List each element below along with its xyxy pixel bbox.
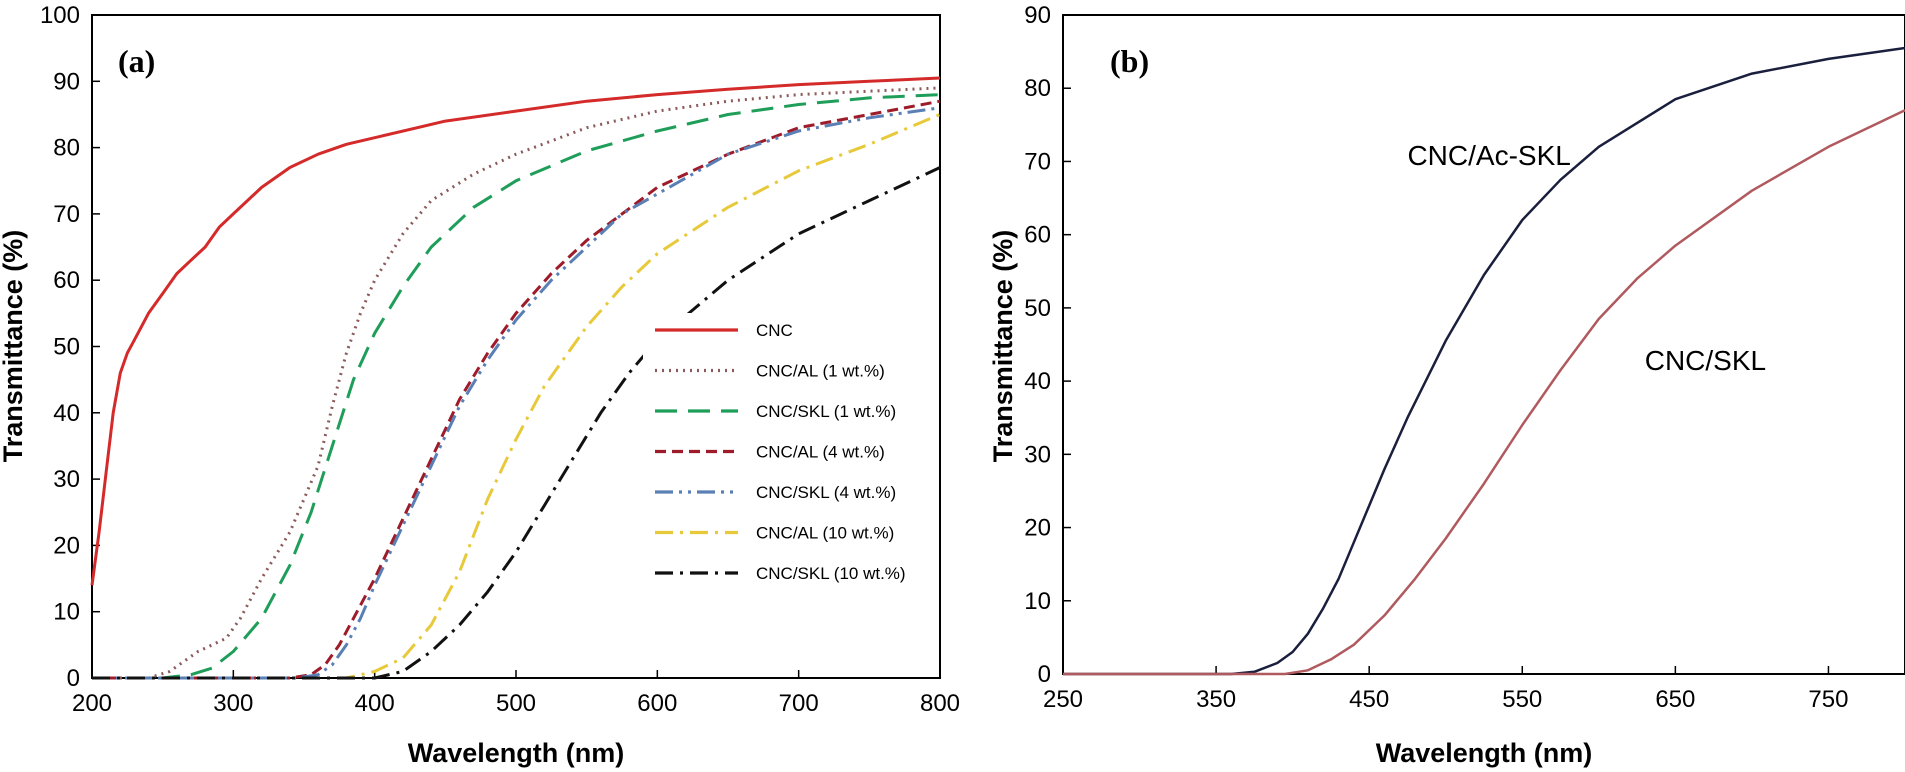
panel-a-y-tick-label: 90: [53, 68, 80, 95]
panel-b-label: (b): [1110, 43, 1149, 79]
panel-a-x-tick-label: 600: [637, 690, 677, 717]
panel-a-y-tick-label: 70: [53, 201, 80, 228]
panel-a-legend-label: CNC/AL (1 wt.%): [756, 362, 885, 381]
panel-a-legend-label: CNC/SKL (1 wt.%): [756, 402, 896, 421]
panel-a-y-tick-label: 100: [40, 2, 80, 29]
panel-a-series-cnc-al-10-wt: [92, 113, 941, 680]
panel-b-annotation-cnc-ac-skl: CNC/Ac-SKL: [1407, 140, 1570, 171]
panel-a-series-cnc-skl-10-wt: [92, 166, 941, 680]
panel-a-legend-label: CNC/AL (10 wt.%): [756, 524, 894, 543]
panel-a-legend-label: CNC/SKL (10 wt.%): [756, 564, 906, 583]
panel-b-x-tick-label: 250: [1043, 686, 1083, 713]
panel-a-series: [90, 76, 941, 680]
panel-b-y-tick-label: 0: [1038, 661, 1051, 688]
panel-a-legend-label: CNC: [756, 321, 793, 340]
panel-a-y-tick-label: 30: [53, 466, 80, 493]
panel-a-x-tick-label: 800: [920, 690, 960, 717]
panel-b-ticks: 250 350 450 550 650 750 0 10 20 30 40 50 60 70 80 90: [1024, 2, 1848, 713]
panel-a-ticks: 200 300 400 500 600 700 800 0 10 20 30 40 50 60 70 80 90…: [40, 2, 960, 717]
panel-a-series-cnc-skl-4-wt: [92, 106, 941, 680]
panel-b-x-tick-label: 350: [1196, 686, 1236, 713]
panel-b-y-tick-label: 30: [1024, 441, 1051, 468]
panel-b-y-axis-title: Transmittance (%): [988, 230, 1018, 463]
panel-a: (a) 200 300 400 500 600 700 800 0 10 20 30 40 50 60 70…: [0, 2, 960, 768]
panel-a-y-tick-label: 0: [67, 665, 80, 692]
panel-a-y-tick-label: 50: [53, 334, 80, 361]
panel-a-x-axis-title: Wavelength (nm): [408, 738, 625, 768]
panel-b-y-tick-label: 70: [1024, 148, 1051, 175]
panel-b-x-tick-label: 750: [1808, 686, 1848, 713]
panel-a-y-tick-label: 80: [53, 135, 80, 162]
panel-b-y-tick-label: 50: [1024, 295, 1051, 322]
panel-a-legend-label: CNC/AL (4 wt.%): [756, 443, 885, 462]
panel-a-y-tick-label: 40: [53, 400, 80, 427]
panel-a-y-tick-label: 60: [53, 267, 80, 294]
panel-b-series: [1063, 46, 1905, 676]
panel-b-x-axis-title: Wavelength (nm): [1376, 738, 1593, 768]
panel-a-x-tick-label: 400: [355, 690, 395, 717]
panel-b-y-tick-label: 60: [1024, 222, 1051, 249]
panel-b-annotation-cnc-skl: CNC/SKL: [1645, 345, 1766, 376]
panel-a-y-tick-label: 20: [53, 532, 80, 559]
panel-b-x-tick-label: 650: [1655, 686, 1695, 713]
panel-b-x-tick-label: 550: [1502, 686, 1542, 713]
panel-a-x-tick-label: 700: [779, 690, 819, 717]
panel-a-series-cnc-skl-1-wt: [92, 93, 941, 680]
panel-a-x-tick-label: 300: [213, 690, 253, 717]
panel-b-y-tick-label: 10: [1024, 588, 1051, 615]
panel-b-y-tick-label: 20: [1024, 515, 1051, 542]
panel-b-series-cnc-skl: [1063, 109, 1905, 676]
panel-a-series-cnc: [90, 76, 941, 586]
panel-b-series-cnc-ac-skl: [1063, 46, 1905, 676]
panel-b-annotations: CNC/Ac-SKL CNC/SKL: [1407, 140, 1766, 376]
panel-b-plot-area: [1062, 14, 1905, 675]
panel-b: (b) 250 350 450 550 650 750 0 10 20 30 40 50 60 70 80 9…: [988, 2, 1905, 768]
panel-a-y-axis-title: Transmittance (%): [0, 230, 28, 463]
panel-a-y-tick-label: 10: [53, 599, 80, 626]
panel-b-y-tick-label: 90: [1024, 2, 1051, 29]
panel-a-label: (a): [118, 43, 155, 79]
panel-a-x-tick-label: 500: [496, 690, 536, 717]
panel-b-y-tick-label: 40: [1024, 368, 1051, 395]
panel-a-x-tick-label: 200: [72, 690, 112, 717]
panel-a-legend-label: CNC/SKL (4 wt.%): [756, 483, 896, 502]
panel-b-x-tick-label: 450: [1349, 686, 1389, 713]
panel-a-legend: CNC CNC/AL (1 wt.%) CNC/SKL (1 wt.%) CNC/AL…: [643, 313, 936, 583]
panel-b-y-tick-label: 80: [1024, 75, 1051, 102]
